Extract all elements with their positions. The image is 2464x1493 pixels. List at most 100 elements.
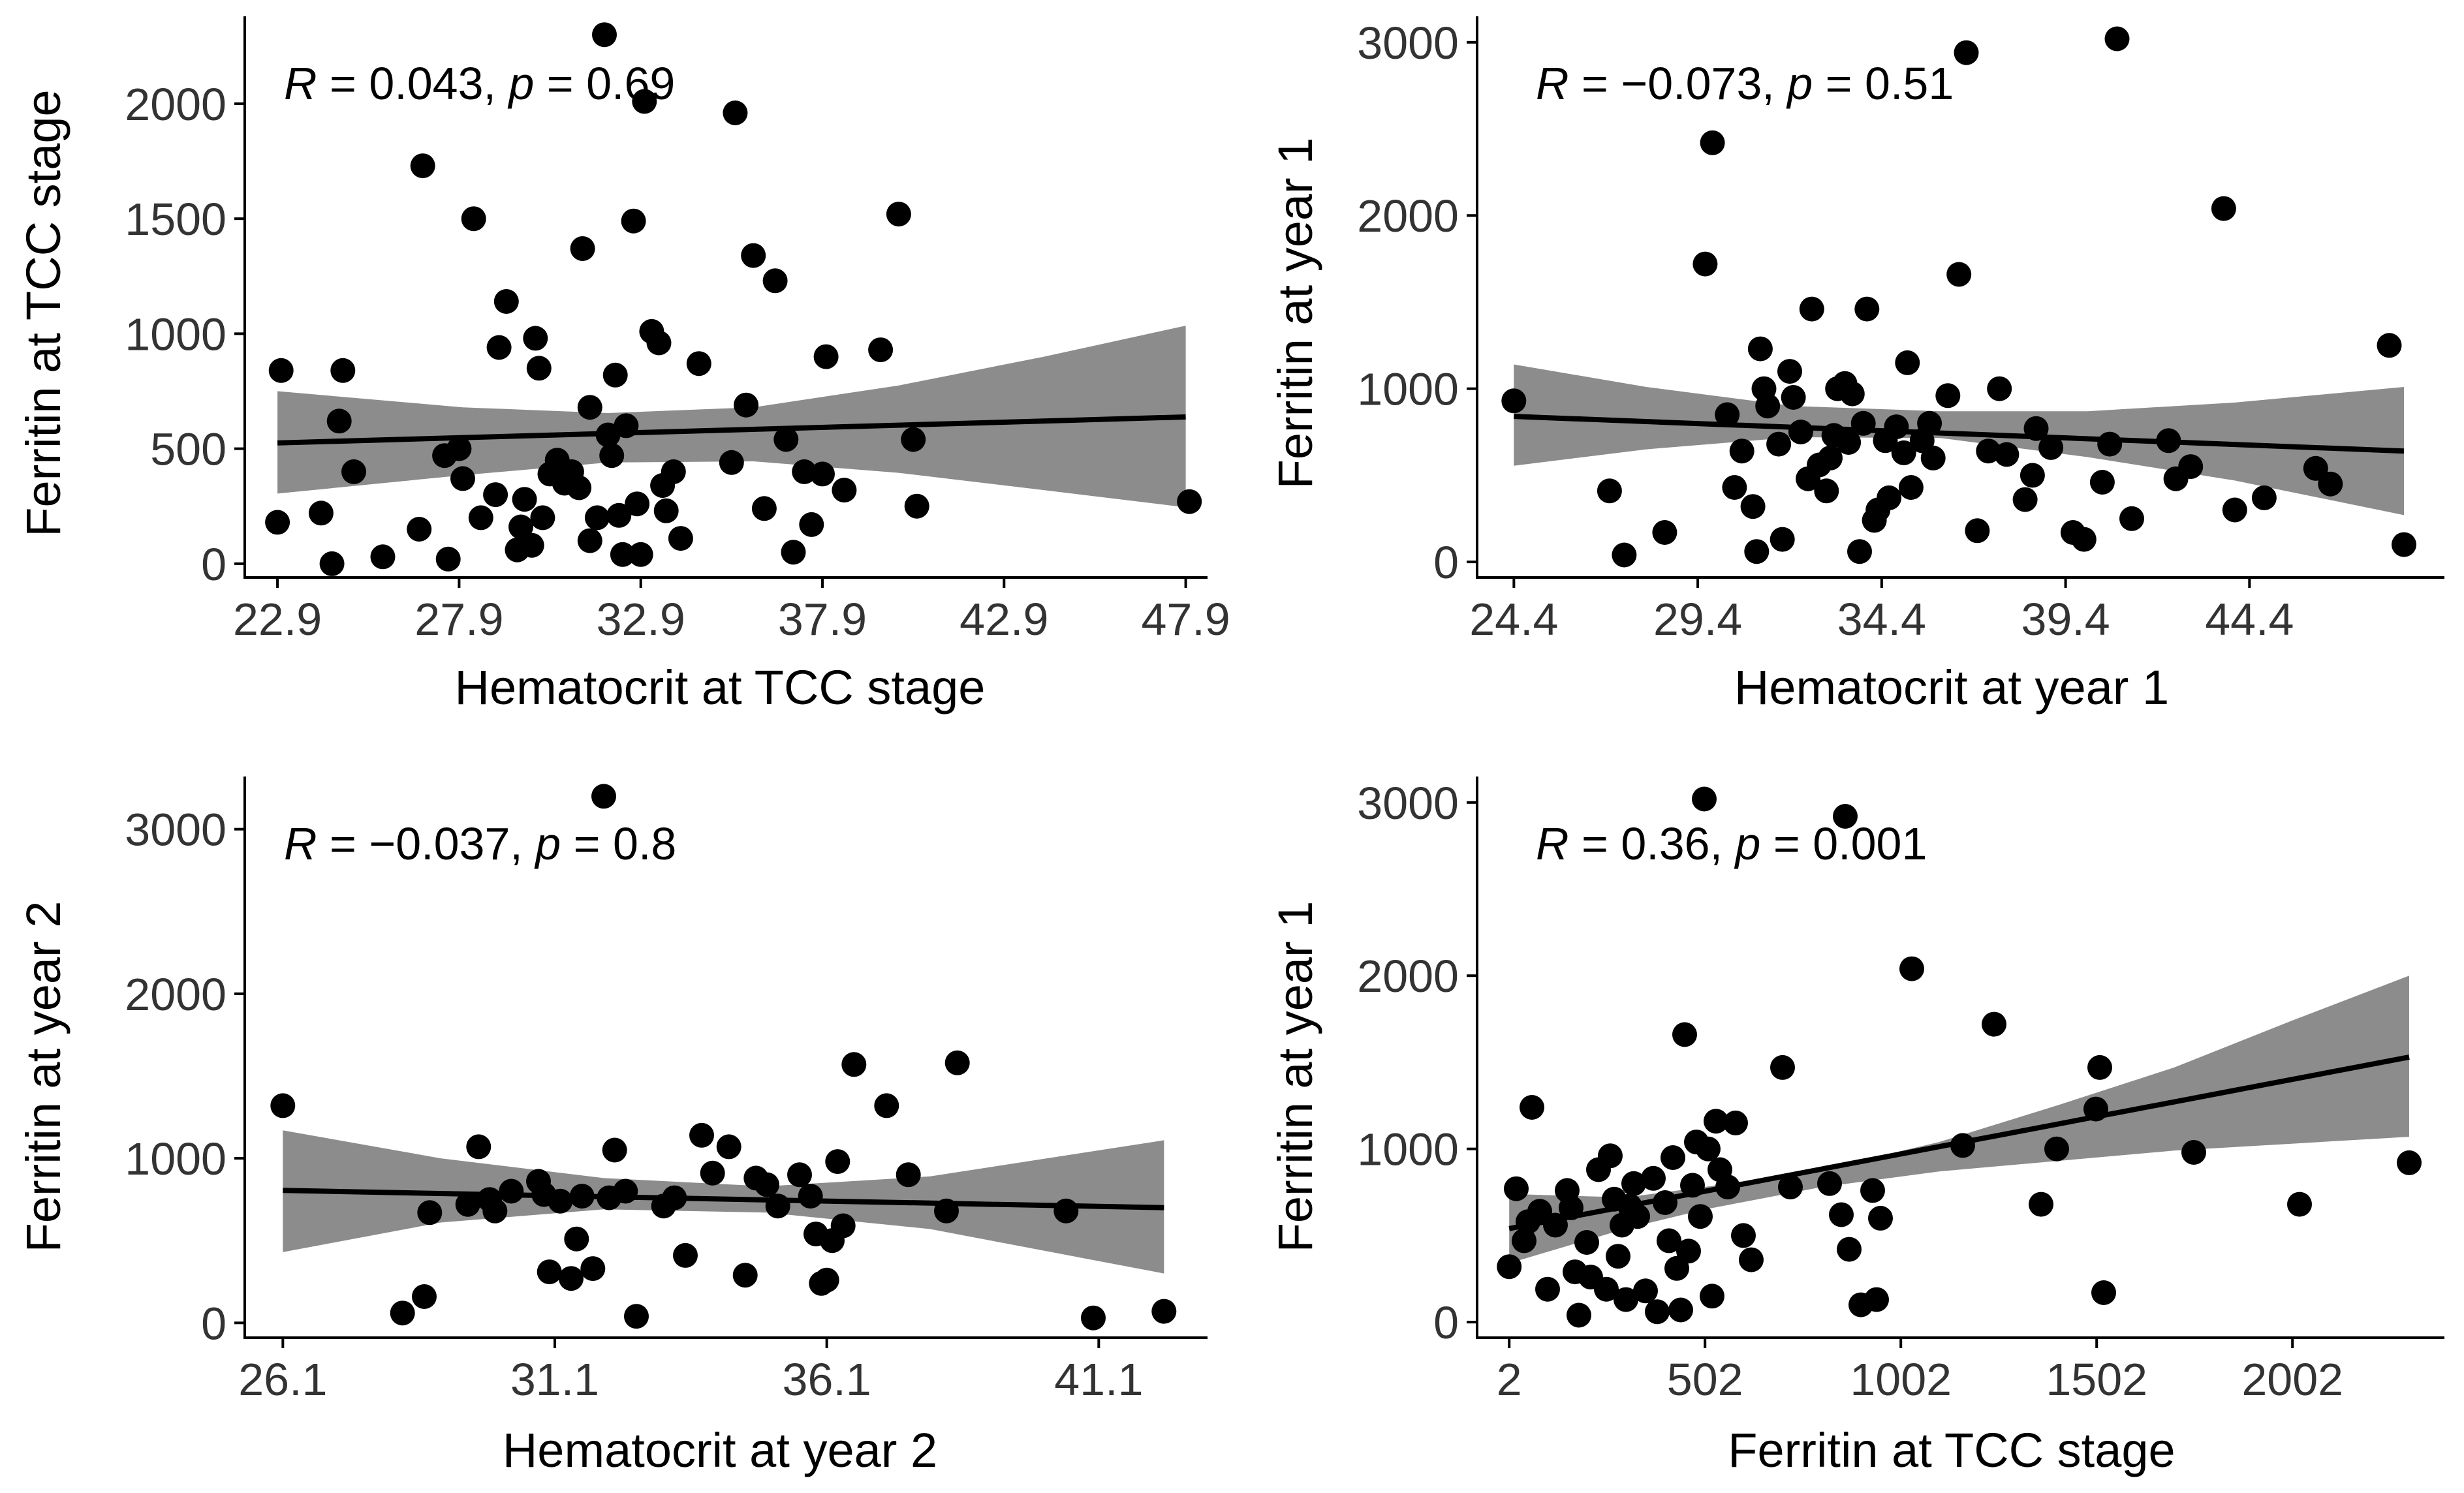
x-tick-label: 2002 (2241, 1354, 2343, 1405)
data-point (1696, 1136, 1721, 1162)
data-point (1520, 1095, 1544, 1120)
data-point (2178, 454, 2204, 480)
data-point (1829, 1202, 1854, 1227)
data-point (621, 208, 646, 234)
data-point (548, 1188, 573, 1214)
data-point (799, 512, 824, 537)
stat-r-symbol: R (1536, 818, 1569, 869)
data-point (390, 1301, 415, 1326)
data-point (1668, 1297, 1693, 1323)
x-tick-label: 24.4 (1469, 594, 1558, 645)
data-point (2287, 1192, 2312, 1217)
data-point (1543, 1212, 1568, 1238)
data-point (732, 1263, 758, 1288)
data-point (1917, 410, 1942, 436)
data-point (1504, 1176, 1529, 1201)
x-tick-label: 37.9 (778, 594, 867, 645)
data-point (1497, 1254, 1522, 1280)
data-point (792, 459, 817, 484)
data-point (580, 1256, 606, 1282)
stat-p-symbol: p (1734, 818, 1760, 869)
data-point (646, 330, 672, 356)
data-point (1688, 1204, 1713, 1229)
x-tick-label: 26.1 (238, 1354, 327, 1405)
data-point (466, 1134, 491, 1160)
data-point (1723, 1110, 1748, 1135)
data-point (1744, 539, 1770, 564)
x-tick-label: 41.1 (1054, 1354, 1143, 1405)
data-point (896, 1162, 921, 1188)
data-point (530, 505, 555, 531)
data-point (564, 1226, 589, 1252)
data-point (2181, 1140, 2206, 1165)
data-point (1722, 475, 1747, 500)
data-point (751, 496, 777, 521)
y-axis-title: Ferritin at TCC stage (16, 89, 70, 536)
data-point (2044, 1136, 2069, 1162)
data-point (700, 1160, 725, 1186)
data-point (537, 1259, 562, 1285)
data-point (1501, 388, 1527, 414)
data-point (1837, 1237, 1862, 1262)
y-tick-label: 1000 (125, 309, 226, 360)
data-point (624, 1304, 649, 1329)
y-tick-label: 0 (1433, 537, 1459, 588)
stat-annotation: R = 0.043, p = 0.69 (284, 58, 675, 109)
data-point (592, 22, 617, 48)
data-point (765, 1193, 790, 1219)
data-point (499, 1178, 524, 1204)
y-tick-label: 2000 (125, 79, 226, 130)
data-point (1788, 420, 1813, 444)
x-tick-label: 29.4 (1653, 594, 1742, 645)
data-point (1895, 350, 1920, 375)
y-axis-title: Ferritin at year 1 (1268, 138, 1322, 489)
regression-line (277, 414, 1186, 446)
x-tick-label: 502 (1667, 1354, 1743, 1405)
data-point (653, 498, 679, 523)
data-point (781, 540, 806, 565)
data-point (1700, 130, 1725, 155)
data-point (577, 395, 602, 420)
y-tick-label: 1000 (125, 1133, 226, 1184)
data-point (1747, 336, 1773, 362)
data-point (716, 1134, 741, 1160)
data-point (625, 491, 650, 517)
x-axis-title: Hematocrit at year 2 (503, 1423, 937, 1477)
data-point (407, 517, 432, 542)
data-point (723, 100, 748, 125)
data-point (512, 487, 537, 512)
data-point (559, 1266, 584, 1291)
stat-annotation: R = 0.36, p = 0.001 (1536, 818, 1927, 869)
data-point (455, 1192, 480, 1217)
data-point (1606, 1244, 1630, 1269)
x-tick-label: 32.9 (597, 594, 685, 645)
data-point (1177, 489, 1202, 514)
data-point (1920, 445, 1946, 470)
x-axis-title: Hematocrit at TCC stage (455, 660, 986, 715)
data-point (814, 1267, 839, 1293)
y-axis-title: Ferritin at year 1 (1268, 901, 1322, 1253)
data-point (610, 542, 635, 567)
data-point (2377, 333, 2402, 358)
data-point (662, 1185, 687, 1210)
data-point (308, 500, 334, 526)
data-point (412, 1284, 437, 1309)
data-point (417, 1200, 443, 1225)
stat-p-value: = 0.8 (561, 818, 676, 869)
stat-annotation: R = −0.073, p = 0.51 (1536, 58, 1954, 109)
stat-r-symbol: R (284, 58, 317, 109)
data-point (2156, 428, 2181, 454)
data-point (2222, 497, 2247, 523)
data-point (268, 358, 294, 383)
stat-annotation: R = −0.037, p = 0.8 (284, 818, 676, 869)
stat-p-value: = 0.69 (534, 58, 675, 109)
data-point (1994, 442, 2020, 467)
data-point (1850, 410, 1876, 436)
data-point (2318, 471, 2343, 497)
data-point (1770, 527, 1795, 552)
stat-r-symbol: R (284, 818, 317, 869)
data-point (602, 362, 628, 388)
data-point (1847, 539, 1872, 564)
data-point (508, 514, 533, 540)
data-point (2251, 485, 2277, 510)
